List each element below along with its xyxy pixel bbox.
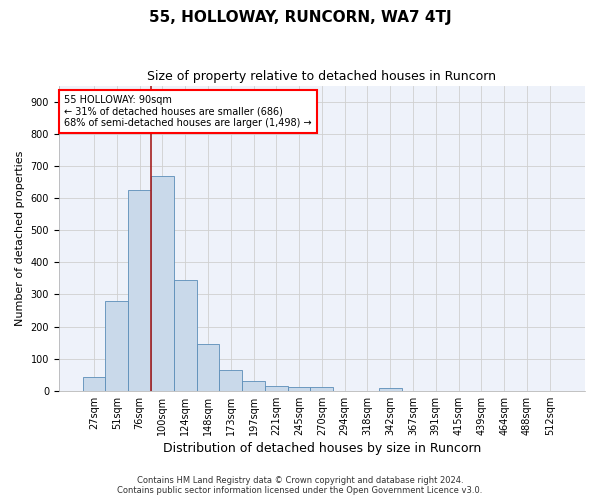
Bar (83, 378, 106, 391)
Bar (151, 176, 174, 391)
Text: 55 HOLLOWAY: 90sqm
← 31% of detached houses are smaller (686)
68% of semi-detach: 55 HOLLOWAY: 90sqm ← 31% of detached hou… (64, 94, 311, 128)
Bar (265, 386, 288, 391)
Y-axis label: Number of detached properties: Number of detached properties (15, 150, 25, 326)
Bar (242, 381, 265, 391)
Bar (310, 387, 333, 391)
X-axis label: Distribution of detached houses by size in Runcorn: Distribution of detached houses by size … (163, 442, 481, 455)
Text: 55, HOLLOWAY, RUNCORN, WA7 4TJ: 55, HOLLOWAY, RUNCORN, WA7 4TJ (149, 10, 451, 25)
Bar (197, 344, 220, 391)
Bar (220, 370, 242, 391)
Bar (174, 280, 197, 391)
Bar (106, 301, 128, 391)
Text: Contains HM Land Registry data © Crown copyright and database right 2024.
Contai: Contains HM Land Registry data © Crown c… (118, 476, 482, 495)
Bar (128, 190, 151, 391)
Bar (379, 388, 401, 391)
Bar (288, 387, 310, 391)
Title: Size of property relative to detached houses in Runcorn: Size of property relative to detached ho… (148, 70, 496, 83)
